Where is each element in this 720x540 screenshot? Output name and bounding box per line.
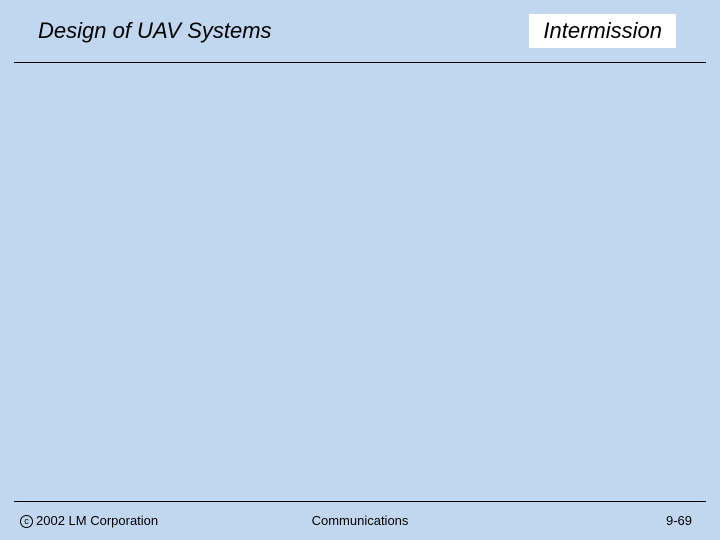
page-number: 9-69 <box>666 513 692 528</box>
footer-center-text: Communications <box>312 513 409 528</box>
page-title: Design of UAV Systems <box>38 18 272 44</box>
footer-area: c 2002 LM Corporation Communications 9-6… <box>0 502 720 540</box>
copyright-text: 2002 LM Corporation <box>36 513 158 528</box>
status-badge: Intermission <box>529 14 676 48</box>
header-divider <box>14 62 706 63</box>
copyright-icon: c <box>20 515 35 528</box>
header-area: Design of UAV Systems Intermission <box>0 0 720 62</box>
copyright-circle: c <box>20 515 33 528</box>
